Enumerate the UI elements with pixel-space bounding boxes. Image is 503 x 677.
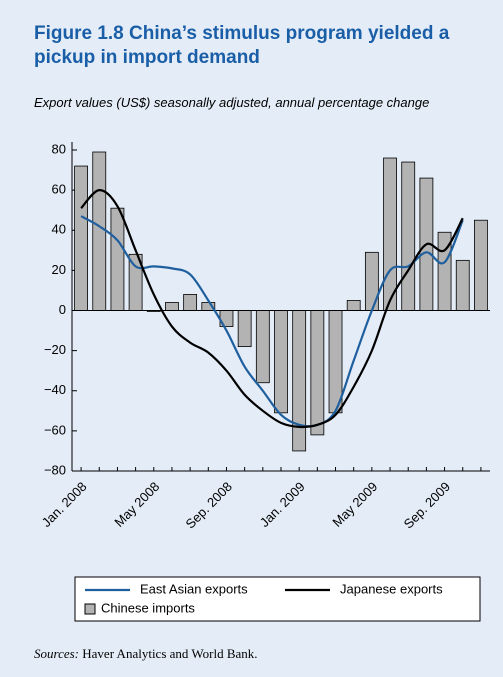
x-tick-label: May 2009	[329, 479, 380, 530]
bar	[74, 165, 88, 311]
x-tick-label: May 2008	[111, 479, 162, 530]
legend-label: Japanese exports	[340, 581, 443, 596]
chart: 80 60 40 20 0 −20 −40 −60 −80 Jan. 2008 May 2008 Se…	[39, 141, 490, 622]
bar	[401, 161, 416, 311]
y-tick-label: −60	[44, 422, 66, 437]
bar	[183, 294, 198, 311]
bar	[255, 310, 270, 384]
y-tick-label: −80	[44, 462, 66, 477]
bar	[237, 310, 252, 348]
legend-box	[74, 576, 481, 622]
x-tick-label: Jan. 2008	[39, 479, 90, 530]
bar	[110, 207, 125, 311]
source-label: Sources:	[34, 646, 80, 661]
source: Sources: Haver Analytics and World Bank.	[34, 646, 258, 662]
legend-swatch	[84, 603, 96, 615]
source-text: Haver Analytics and World Bank.	[82, 646, 258, 661]
y-tick-label: 0	[59, 302, 66, 317]
chart-title: Figure 1.8 China’s stimulus program yiel…	[34, 23, 450, 68]
line	[80, 215, 464, 428]
bar	[383, 157, 397, 311]
y-tick-label: −20	[44, 342, 66, 357]
bar	[292, 310, 307, 452]
bar	[92, 151, 107, 311]
bar	[274, 310, 288, 414]
x-tick-label: Jan. 2009	[257, 479, 308, 530]
bar	[310, 310, 325, 436]
legend-label: Chinese imports	[101, 600, 195, 615]
y-tick-label: −40	[44, 382, 66, 397]
x-tick-label: Sep. 2009	[401, 479, 454, 532]
bar	[455, 259, 470, 311]
y-tick-label: 80	[52, 141, 66, 156]
y-tick-label: 40	[52, 222, 66, 237]
y-tick-label: 20	[52, 262, 66, 277]
x-tick-label: Sep. 2008	[183, 479, 236, 532]
line	[80, 189, 464, 429]
bar	[165, 302, 179, 311]
legend-label: East Asian exports	[140, 581, 248, 596]
bar	[474, 219, 488, 311]
bar	[346, 300, 361, 311]
chart-subtitle: Export values (US$) seasonally adjusted,…	[34, 95, 430, 110]
y-tick-label: 60	[52, 182, 66, 197]
